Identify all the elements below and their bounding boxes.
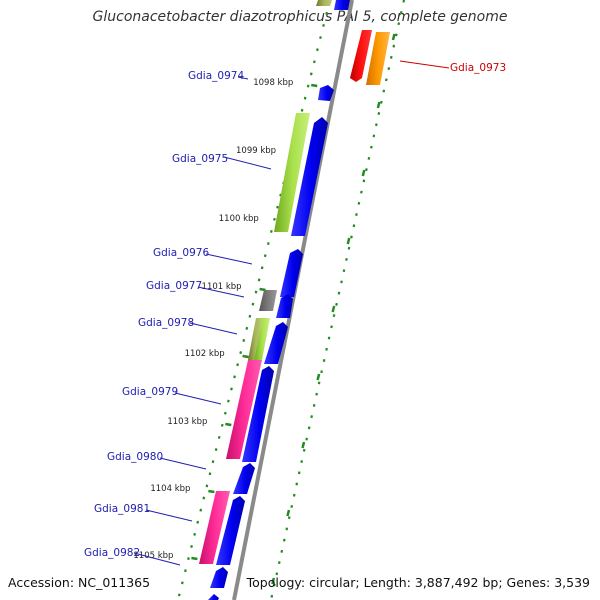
kbp-tick	[225, 422, 232, 427]
gene-arrow-gdia-0973-orange[interactable]	[366, 32, 390, 85]
leader-gdia-0982	[133, 552, 181, 566]
gene-arrow-gdia-0981[interactable]	[199, 491, 230, 564]
kbp-tick	[208, 489, 215, 494]
leader-gdia-0980	[159, 457, 207, 470]
kbp-label: 1102 kbp	[185, 349, 225, 359]
gene-label-gdia-0976[interactable]: Gdia_0976	[153, 247, 209, 259]
kbp-tick	[242, 354, 249, 359]
outer-ring-tick	[331, 305, 336, 313]
gene-label-gdia-0980[interactable]: Gdia_0980	[107, 451, 163, 463]
gene-arrow-edge[interactable]	[208, 594, 219, 600]
leader-gdia-0976	[205, 253, 253, 265]
kbp-label: 1101 kbp	[202, 282, 242, 292]
gene-label-gdia-0981[interactable]: Gdia_0981	[94, 503, 150, 515]
kbp-label: 1105 kbp	[133, 551, 173, 561]
leader-gdia-0981	[145, 509, 193, 522]
outer-ring-tick	[271, 577, 276, 585]
kbp-label: 1104 kbp	[150, 484, 190, 494]
gene-arrow-gdia-0978[interactable]	[254, 318, 270, 360]
topology-text: Topology: circular; Length: 3,887,492 bp…	[246, 575, 590, 590]
outer-ring-tick	[361, 169, 366, 177]
kbp-label: 1099 kbp	[236, 146, 276, 156]
gene-label-gdia-0978[interactable]: Gdia_0978	[138, 317, 194, 329]
kbp-tick	[191, 556, 198, 561]
gene-arrow-gdia-0975-fwd[interactable]	[291, 117, 328, 236]
kbp-label: 1098 kbp	[253, 78, 293, 88]
outer-ring-tick	[391, 33, 396, 41]
outer-ring-tick	[346, 237, 351, 245]
genome-backbone	[232, 0, 354, 600]
gene-arrow-gdia-0978-fwd[interactable]	[264, 322, 288, 364]
leader-gdia-0978	[189, 322, 238, 335]
gene-label-gdia-0974[interactable]: Gdia_0974	[188, 70, 244, 82]
gene-arrow-gdia-0982[interactable]	[210, 567, 228, 588]
inner-dotted-circle	[176, 0, 332, 600]
gene-label-gdia-0982[interactable]: Gdia_0982	[84, 547, 140, 559]
gene-arrow-gdia-0977-fwd[interactable]	[276, 294, 293, 318]
leader-gdia-0973	[399, 60, 450, 69]
gene-arrow-gdia-0979-fwd[interactable]	[242, 366, 274, 462]
kbp-tick	[259, 287, 266, 292]
gene-arrow-gdia-0980[interactable]	[233, 463, 255, 494]
outer-ring-tick	[376, 101, 381, 109]
kbp-label: 1100 kbp	[219, 214, 259, 224]
leader-gdia-0974	[237, 76, 249, 80]
gene-arrow-forward[interactable]	[334, 0, 350, 10]
gene-arrow-gdia-0978-olive[interactable]	[248, 318, 262, 360]
gene-arrow-gdia-0976[interactable]	[280, 249, 303, 297]
accession-text: Accession: NC_011365	[8, 575, 151, 590]
kbp-tick	[311, 83, 318, 88]
gene-arrow-olive-top[interactable]	[316, 0, 332, 6]
gene-arrow-gdia-0974[interactable]	[318, 85, 334, 101]
gene-arrow-gdia-0981-fwd[interactable]	[216, 496, 245, 565]
gene-label-gdia-0975[interactable]: Gdia_0975	[172, 153, 228, 165]
gene-arrow-gdia-0979[interactable]	[226, 360, 262, 459]
gene-arrow-gdia-0973[interactable]	[350, 30, 372, 82]
gene-arrow-gdia-0977[interactable]	[259, 290, 277, 311]
gene-label-gdia-0977[interactable]: Gdia_0977	[146, 280, 202, 292]
leader-gdia-0979	[174, 392, 222, 405]
kbp-label: 1103 kbp	[167, 417, 207, 427]
outer-ring-tick	[286, 509, 291, 517]
gene-arrow-gdia-0975[interactable]	[274, 113, 310, 232]
map-title: Gluconacetobacter diazotrophicus PAI 5, …	[92, 9, 508, 25]
outer-ring-tick	[301, 441, 306, 449]
gene-label-gdia-0973[interactable]: Gdia_0973	[450, 62, 506, 74]
leader-gdia-0977	[197, 286, 245, 298]
outer-ring-tick	[316, 373, 321, 381]
outer-tick-group	[271, 33, 396, 585]
leader-gdia-0975	[223, 156, 272, 170]
gene-label-gdia-0979[interactable]: Gdia_0979	[122, 386, 178, 398]
